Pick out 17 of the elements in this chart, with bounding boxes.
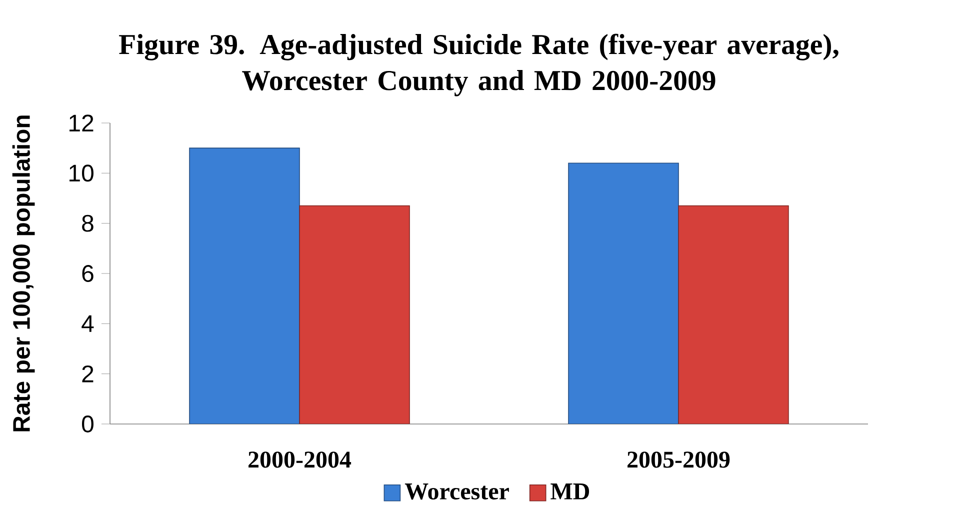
bar xyxy=(678,205,789,424)
chart-title: Figure 39. Age-adjusted Suicide Rate (five-year average), Worcester County and MD 2000-2009 xyxy=(119,34,838,96)
bar xyxy=(189,148,300,424)
y-tick-label: 12 xyxy=(70,114,94,132)
legend-label: MD xyxy=(550,484,590,500)
y-tick-label: 0 xyxy=(82,415,94,432)
y-tick-label: 4 xyxy=(82,315,94,332)
y-tick-label: 2 xyxy=(82,365,94,382)
legend-label: Worcester xyxy=(404,484,509,500)
y-tick-label: 10 xyxy=(70,164,94,182)
x-tick-label: 2005-2009 xyxy=(628,452,730,468)
bar xyxy=(568,162,679,424)
x-tick-label: 2000-2004 xyxy=(248,452,352,468)
y-axis-title: Rate per 100,000 population xyxy=(12,116,35,432)
y-tick-label: 6 xyxy=(82,265,94,282)
y-tick-label: 8 xyxy=(82,214,94,232)
bar xyxy=(299,205,410,424)
